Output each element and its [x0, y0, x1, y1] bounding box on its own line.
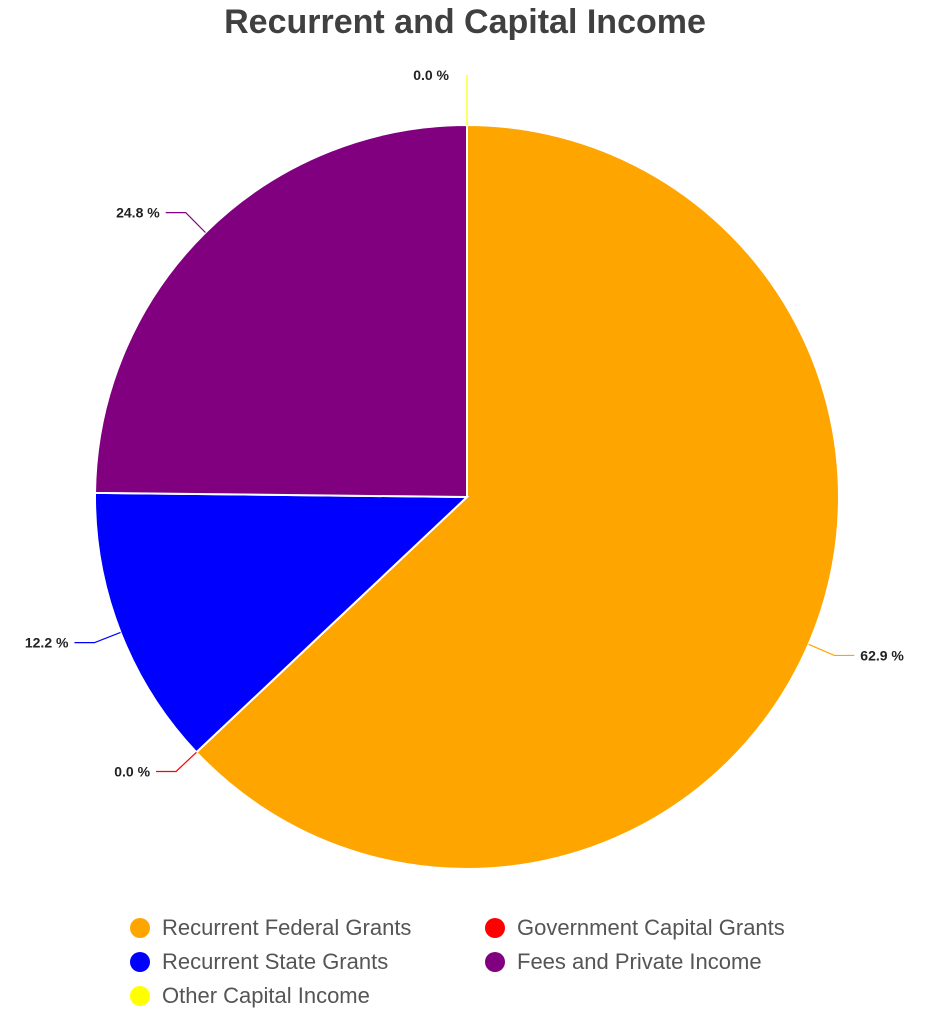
legend-item-recurrent-state-grants[interactable]: Recurrent State Grants: [130, 948, 485, 976]
leader-line-fees-and-private-income: [165, 212, 206, 233]
leader-line-government-capital-grants: [156, 751, 197, 773]
legend-label-other-capital-income: Other Capital Income: [162, 983, 370, 1008]
data-label-recurrent-federal-grants: 62.9 %: [860, 647, 904, 663]
legend-swatch-fees-and-private-income: [485, 952, 505, 972]
legend-swatch-recurrent-federal-grants: [130, 918, 150, 938]
legend-label-fees-and-private-income: Fees and Private Income: [517, 949, 762, 974]
legend-item-fees-and-private-income[interactable]: Fees and Private Income: [485, 948, 840, 976]
legend-swatch-recurrent-state-grants: [130, 952, 150, 972]
legend: Recurrent Federal Grants Government Capi…: [130, 914, 850, 1010]
data-label-recurrent-state-grants: 12.2 %: [25, 635, 69, 651]
leader-line-recurrent-state-grants: [74, 631, 121, 644]
legend-item-recurrent-federal-grants[interactable]: Recurrent Federal Grants: [130, 914, 485, 942]
legend-swatch-other-capital-income: [130, 986, 150, 1006]
legend-swatch-government-capital-grants: [485, 918, 505, 938]
data-label-fees-and-private-income: 24.8 %: [116, 205, 160, 221]
legend-item-government-capital-grants[interactable]: Government Capital Grants: [485, 914, 840, 942]
legend-label-government-capital-grants: Government Capital Grants: [517, 915, 785, 940]
pie-chart: 62.9 % 0.0 % 12.2 % 24.8 % 0.0 %: [25, 67, 905, 870]
data-label-government-capital-grants: 0.0 %: [114, 763, 150, 779]
legend-label-recurrent-state-grants: Recurrent State Grants: [162, 949, 389, 974]
legend-item-other-capital-income[interactable]: Other Capital Income: [130, 982, 485, 1010]
chart-title: Recurrent and Capital Income: [224, 3, 706, 41]
data-label-other-capital-income: 0.0 %: [413, 67, 449, 83]
leader-line-recurrent-federal-grants: [808, 643, 855, 657]
pie-slices: [94, 123, 840, 870]
pie-slice-fees-and-private-income[interactable]: [94, 123, 468, 499]
pie-labels: 62.9 % 0.0 % 12.2 % 24.8 % 0.0 %: [25, 67, 905, 779]
pie-slice-recurrent-federal-grants[interactable]: [195, 123, 840, 870]
legend-label-recurrent-federal-grants: Recurrent Federal Grants: [162, 915, 412, 940]
